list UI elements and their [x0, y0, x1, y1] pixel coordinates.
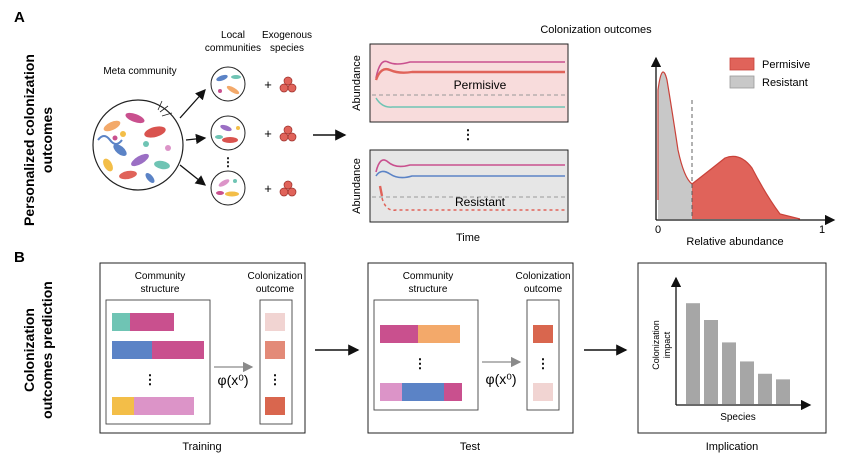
plus-sign: +	[264, 77, 272, 92]
training-box: Community structure Colonization outcome…	[99, 262, 306, 434]
panel-a-side-label-line1: Personalized colonization	[21, 54, 37, 226]
training-phi: φ(x⁰)	[217, 372, 248, 388]
panel-b-side-label: Colonization outcomes prediction	[21, 281, 55, 419]
outcomes-distribution-plot: 0 1 Relative abundance	[650, 56, 836, 248]
training-community-structure-line1: Community	[135, 271, 186, 282]
permissive-area	[692, 156, 800, 219]
training-outcome-ellipsis: ⋮	[269, 372, 282, 387]
species-label: Species	[720, 412, 756, 423]
permissive-dynamics-plot: Permisive	[369, 43, 569, 123]
x-tick-0: 0	[655, 224, 661, 236]
arrow-meta-to-local-2	[185, 133, 207, 145]
exogenous-row-2: +	[264, 125, 297, 142]
implication-bar	[686, 303, 700, 404]
panel-a-side-label: Personalized colonization outcomes	[21, 54, 55, 226]
resistant-plot-label: Resistant	[455, 195, 506, 209]
training-rows-ellipsis: ⋮	[144, 372, 157, 387]
abundance-label-top: Abundance	[351, 55, 363, 111]
panel-b-letter: B	[14, 249, 25, 266]
local-communities-label-line2: communities	[205, 43, 261, 54]
test-rows-ellipsis: ⋮	[414, 356, 427, 371]
test-community-structure-line1: Community	[403, 271, 454, 282]
implication-bars	[686, 303, 790, 404]
test-community-structure-line2: structure	[409, 284, 448, 295]
plus-sign: +	[264, 126, 272, 141]
panel-b-side-label-line2: outcomes prediction	[39, 281, 55, 419]
distribution-curve	[657, 71, 801, 220]
local-communities-ellipsis: ⋮	[222, 155, 234, 169]
time-axis-label: Time	[456, 232, 480, 244]
implication-box: Colonization impact Species	[637, 262, 827, 434]
legend-resistant-label: Resistant	[762, 77, 808, 89]
arrow-meta-to-local-3	[179, 164, 207, 186]
legend-permissive-swatch	[729, 57, 755, 71]
test-colonization-outcome-line2: outcome	[524, 284, 563, 295]
exogenous-species-label-line1: Exogenous	[262, 30, 312, 41]
exogenous-species-icon	[279, 125, 297, 142]
exogenous-species-icon	[279, 180, 297, 197]
training-colonization-outcome-line1: Colonization	[247, 271, 302, 282]
outcomes-title: Colonization outcomes	[540, 24, 652, 36]
test-colonization-outcome-line1: Colonization	[515, 271, 570, 282]
local-community-3	[210, 170, 246, 206]
plots-ellipsis: ⋮	[462, 127, 475, 142]
implication-bar	[776, 379, 790, 404]
test-phi: φ(x⁰)	[485, 371, 516, 387]
local-community-1	[210, 66, 246, 102]
exogenous-row-3: +	[264, 180, 297, 197]
exogenous-species-label-line2: species	[270, 43, 304, 54]
test-box: Community structure Colonization outcome…	[367, 262, 574, 434]
meta-community-label: Meta community	[103, 66, 176, 77]
arrow-meta-to-local-1	[179, 89, 206, 119]
permissive-plot-label: Permisive	[454, 78, 507, 92]
plus-sign: +	[264, 181, 272, 196]
relative-abundance-label: Relative abundance	[686, 236, 783, 248]
test-outcome-ellipsis: ⋮	[537, 356, 550, 371]
impact-ylabel-line2: impact	[662, 331, 672, 358]
implication-label: Implication	[706, 441, 759, 453]
panel-a-side-label-line2: outcomes	[39, 107, 55, 173]
panel-b-side-label-line1: Colonization	[21, 308, 37, 392]
impact-ylabel-line1: Colonization	[651, 320, 661, 370]
impact-ylabel: Colonization impact	[651, 320, 672, 370]
resistant-area	[658, 72, 692, 219]
local-community-2	[210, 115, 246, 151]
x-tick-1: 1	[819, 224, 825, 236]
training-label: Training	[182, 441, 221, 453]
implication-bar	[704, 320, 718, 404]
abundance-label-bottom: Abundance	[351, 158, 363, 214]
training-colonization-outcome-line2: outcome	[256, 284, 295, 295]
implication-bar	[740, 361, 754, 404]
outcomes-legend: Permisive Resistant	[729, 57, 810, 89]
exogenous-row-1: +	[264, 76, 297, 93]
panel-a-letter: A	[14, 9, 25, 26]
implication-bar	[722, 342, 736, 404]
local-communities-label-line1: Local	[221, 30, 245, 41]
resistant-dynamics-plot: Resistant	[369, 149, 569, 223]
exogenous-species-icon	[279, 76, 297, 93]
training-community-structure-line2: structure	[141, 284, 180, 295]
test-label: Test	[460, 441, 480, 453]
legend-resistant-swatch	[729, 75, 755, 89]
implication-bar	[758, 373, 772, 404]
legend-permissive-label: Permisive	[762, 59, 810, 71]
meta-community-circle	[92, 99, 184, 191]
